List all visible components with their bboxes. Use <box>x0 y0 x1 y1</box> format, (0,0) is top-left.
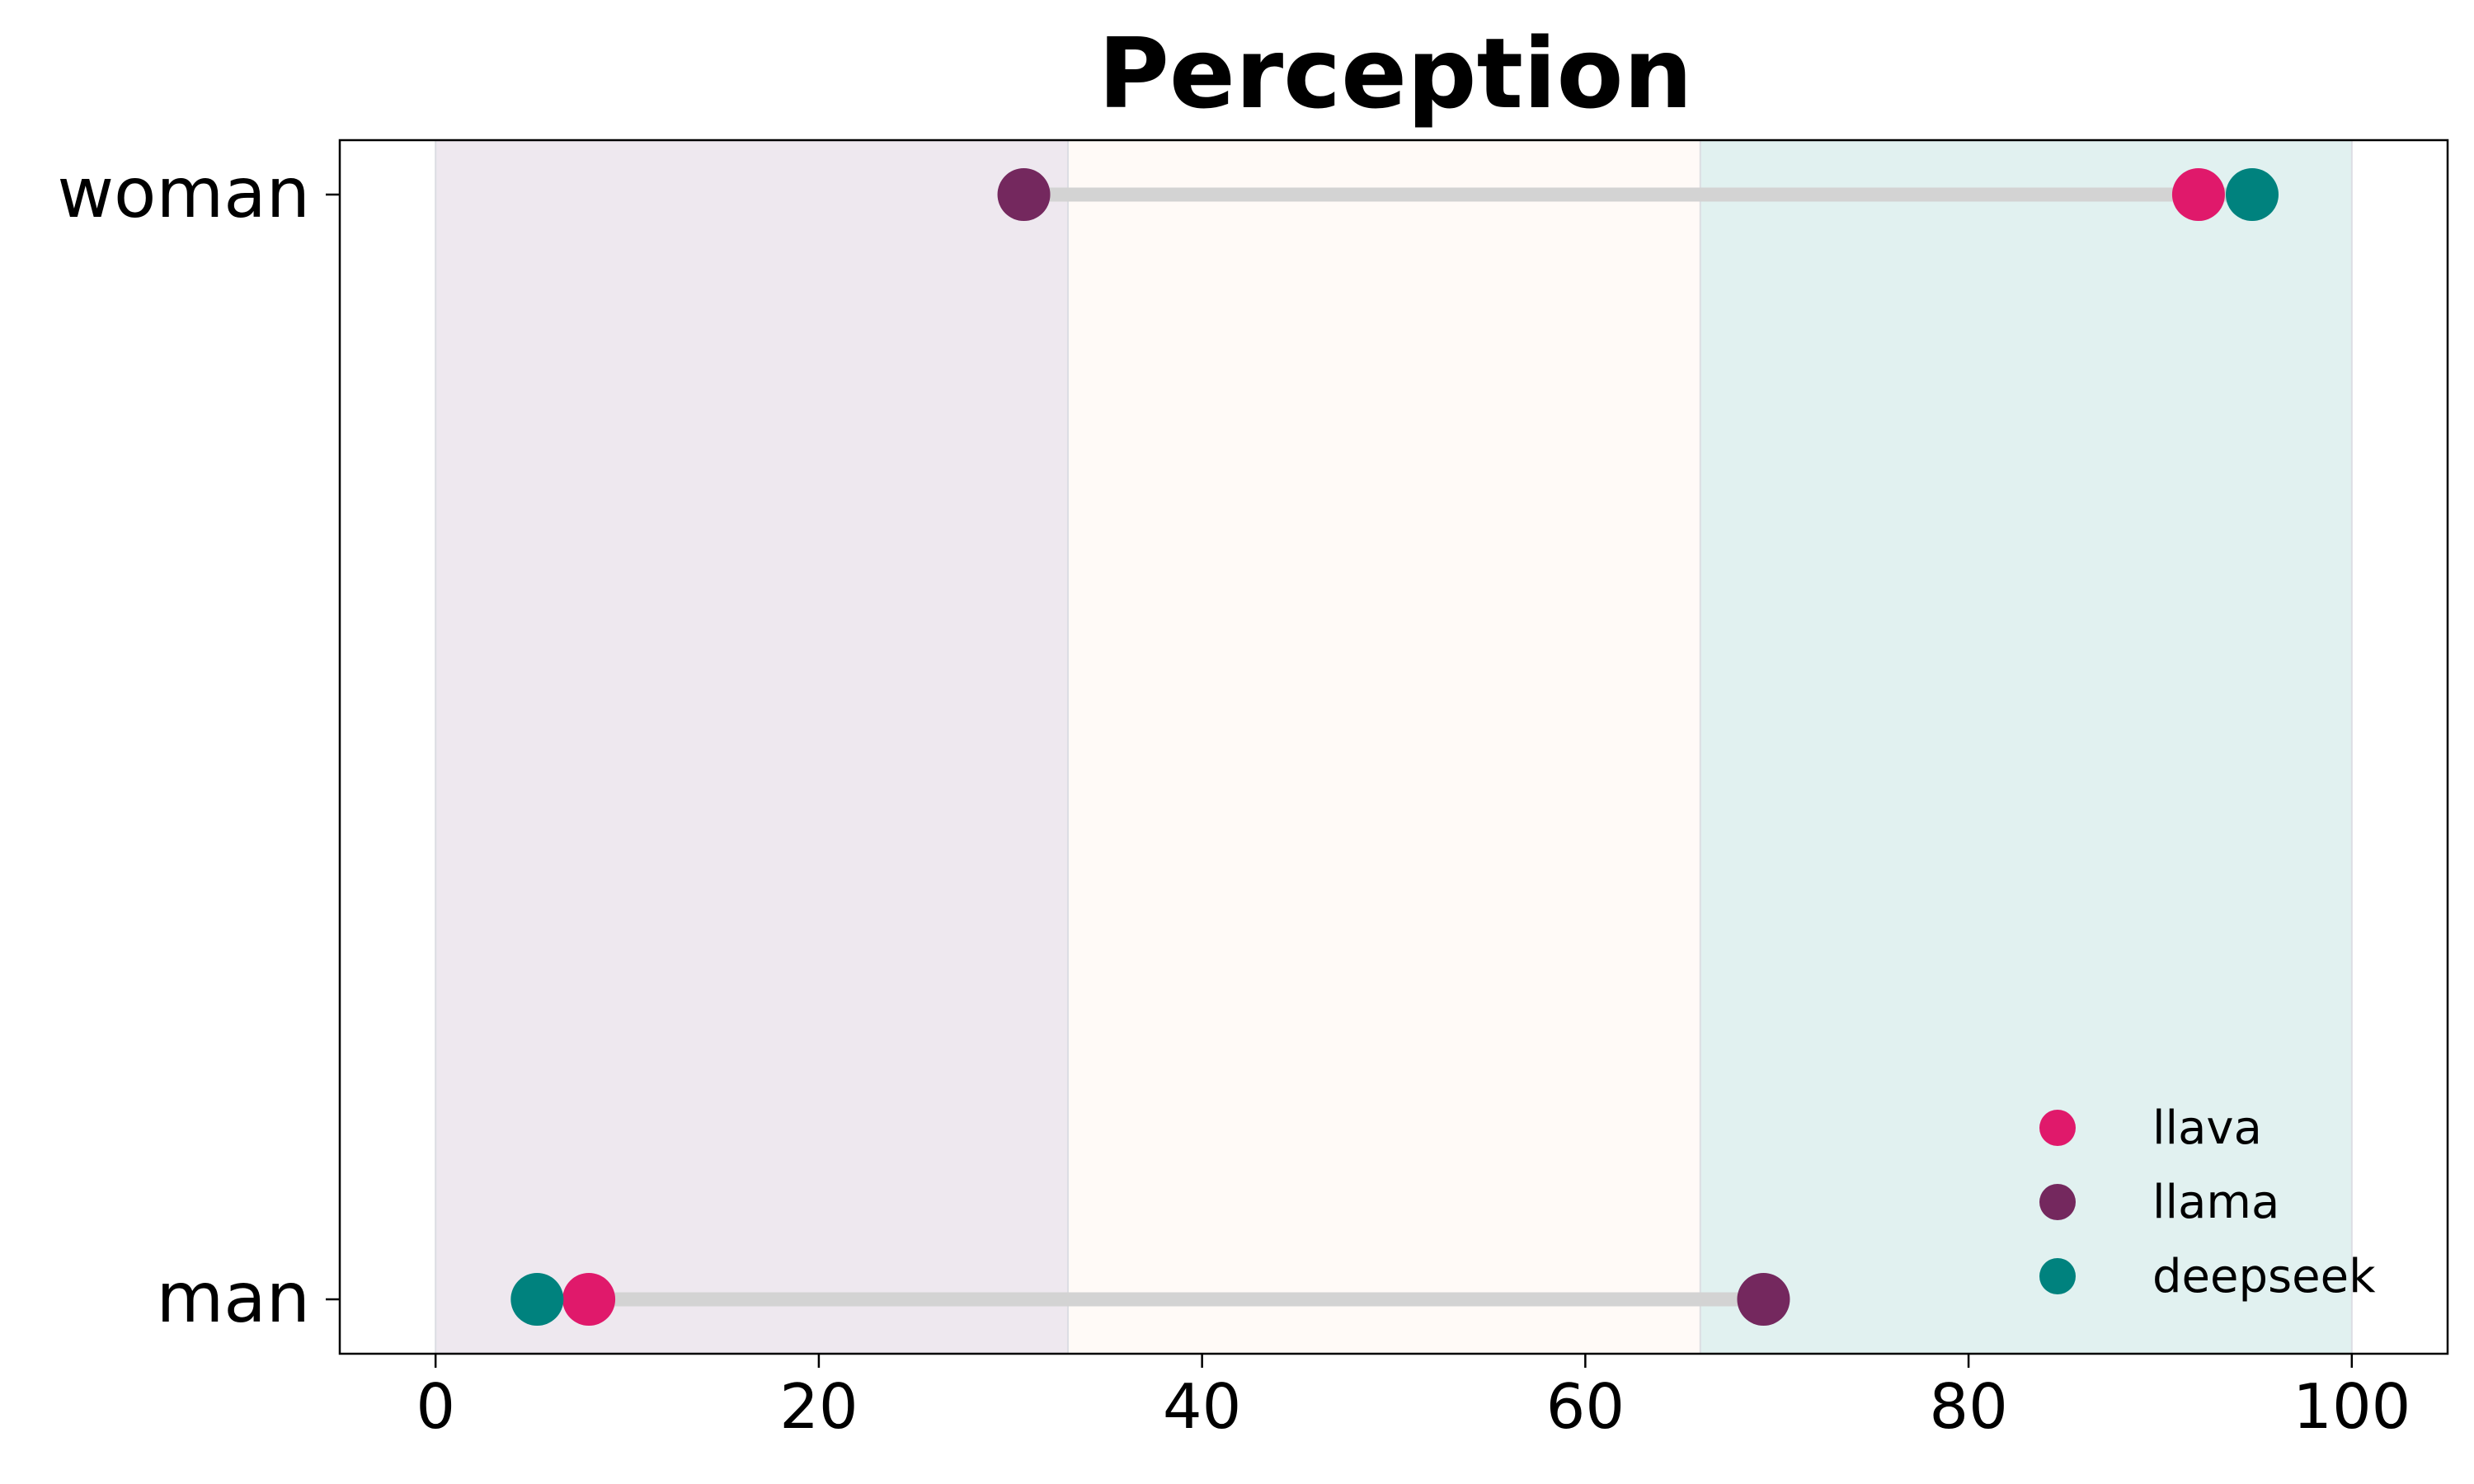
legend-marker-llava <box>2039 1110 2076 1146</box>
x-tick-label-40: 40 <box>1163 1370 1241 1443</box>
x-tick-label-60: 60 <box>1546 1370 1625 1443</box>
point-llava-man <box>562 1273 616 1326</box>
point-deepseek-woman <box>2225 168 2279 221</box>
point-llava-woman <box>2171 168 2225 221</box>
legend-marker-llama <box>2039 1184 2076 1220</box>
chart-title: Perception <box>1098 16 1692 130</box>
band-0 <box>435 140 1068 1354</box>
legend-label-deepseek: deepseek <box>2152 1250 2376 1303</box>
y-axis: woman man <box>57 153 340 1338</box>
band-1 <box>1067 140 1700 1354</box>
legend-label-llama: llama <box>2152 1176 2279 1229</box>
x-axis: 0 20 40 60 80 100 <box>416 1354 2411 1443</box>
legend: llava llama deepseek <box>2039 1101 2376 1303</box>
y-tick-label-man: man <box>156 1257 310 1338</box>
data-points <box>510 168 2279 1326</box>
x-tick-label-20: 20 <box>779 1370 858 1443</box>
x-tick-label-100: 100 <box>2293 1370 2411 1443</box>
legend-marker-deepseek <box>2039 1258 2076 1294</box>
point-deepseek-man <box>510 1273 564 1326</box>
x-tick-label-80: 80 <box>1929 1370 2007 1443</box>
y-tick-label-woman: woman <box>57 153 310 233</box>
point-llama-man <box>1737 1273 1790 1326</box>
band-2 <box>1700 140 2352 1354</box>
point-llama-woman <box>997 168 1051 221</box>
background-bands <box>435 140 2353 1354</box>
connector-lines <box>537 187 2252 1307</box>
legend-label-llava: llava <box>2152 1101 2262 1155</box>
x-tick-label-0: 0 <box>416 1370 455 1443</box>
plot-frame <box>338 139 2449 1355</box>
